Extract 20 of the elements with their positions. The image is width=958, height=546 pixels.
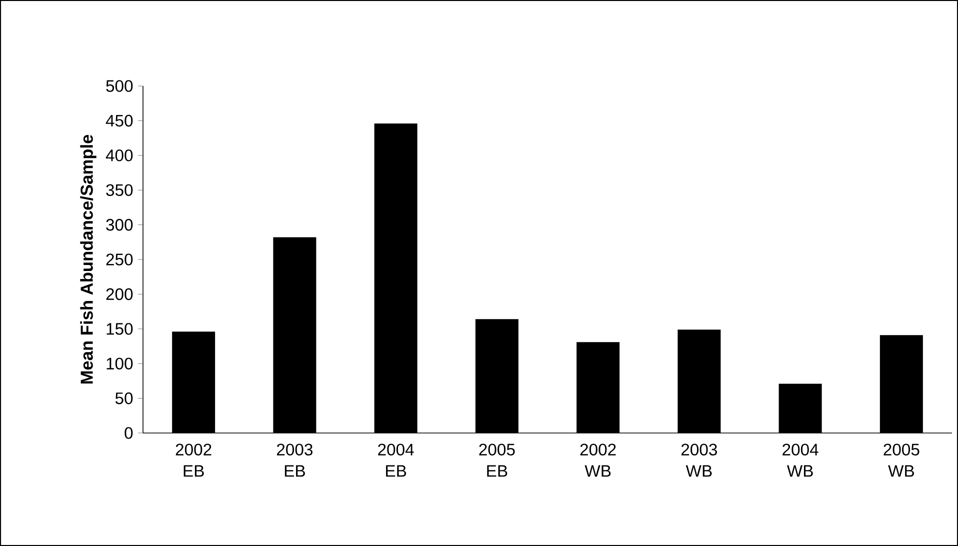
y-tick-label: 500 [106, 80, 133, 92]
y-tick-label: 200 [106, 288, 133, 300]
x-tick-label: 2003 WB [681, 444, 717, 477]
x-tick-label: 2003 EB [276, 444, 312, 477]
x-tick-label: 2002 EB [176, 444, 212, 477]
y-tick-label: 450 [106, 114, 133, 127]
x-tick-label: 2004 WB [782, 444, 818, 477]
y-tick-label: 350 [106, 184, 133, 196]
y-tick-label: 400 [106, 150, 133, 162]
x-tick-label: 2005 WB [884, 444, 920, 477]
y-axis-title: Mean Fish Abundance/Sample [80, 134, 96, 384]
x-tick-label: 2005 EB [479, 444, 515, 477]
x-tick-label: 2004 EB [378, 444, 414, 477]
y-tick-label: 100 [106, 358, 133, 370]
y-tick-label: 150 [106, 323, 133, 335]
x-tick-label: 2002 WB [580, 444, 616, 477]
y-tick-label: 50 [115, 392, 133, 404]
y-tick-label: 250 [106, 254, 133, 266]
y-tick-label: 300 [106, 218, 133, 231]
y-tick-label: 0 [124, 427, 133, 439]
